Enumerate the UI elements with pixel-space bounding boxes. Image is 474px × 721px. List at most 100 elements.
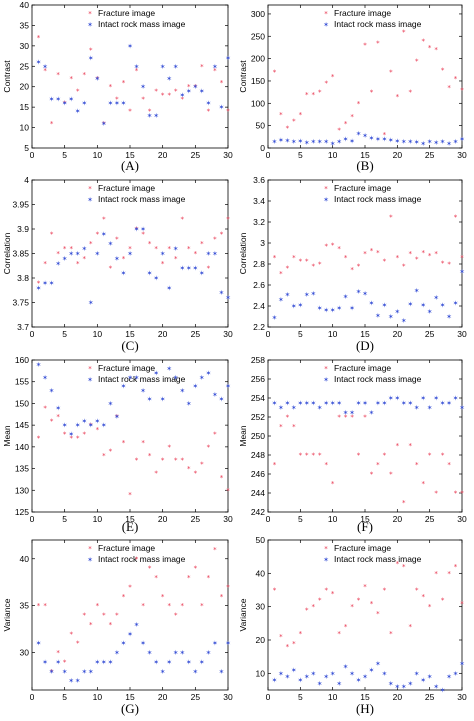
fracture-point: * bbox=[43, 67, 47, 75]
intact-point: ✶ bbox=[453, 395, 459, 403]
y-tick-label: 40 bbox=[20, 0, 30, 10]
intact-point: ✶ bbox=[55, 260, 61, 268]
panel-caption: (G) bbox=[121, 701, 139, 716]
fracture-point: * bbox=[402, 563, 406, 571]
fracture-point: * bbox=[96, 75, 100, 83]
fracture-point: * bbox=[350, 414, 354, 422]
legend-label: Intact rock mass image bbox=[334, 19, 422, 29]
intact-point: ✶ bbox=[375, 312, 381, 320]
fracture-point: * bbox=[135, 555, 139, 563]
fracture-point: * bbox=[370, 247, 374, 255]
intact-point: ✶ bbox=[134, 63, 140, 71]
fracture-point: * bbox=[83, 71, 87, 79]
intact-point: ✶ bbox=[88, 668, 94, 676]
fracture-point: * bbox=[286, 265, 290, 273]
intact-point: ✶ bbox=[55, 658, 61, 666]
fracture-point: * bbox=[83, 255, 87, 263]
fracture-point: * bbox=[50, 120, 54, 128]
fracture-point: * bbox=[69, 630, 73, 638]
y-tick-label: 3.8 bbox=[17, 273, 29, 283]
intact-point: ✶ bbox=[291, 667, 297, 675]
intact-point: ✶ bbox=[407, 680, 413, 688]
fracture-point: * bbox=[376, 461, 380, 469]
intact-point: ✶ bbox=[336, 399, 342, 407]
intact-point: ✶ bbox=[440, 301, 446, 309]
intact-point: ✶ bbox=[147, 396, 153, 404]
fracture-point: * bbox=[128, 491, 132, 499]
intact-point: ✶ bbox=[114, 100, 120, 108]
x-tick-label: 30 bbox=[457, 692, 467, 702]
intact-point: ✶ bbox=[330, 670, 336, 678]
intact-point: ✶ bbox=[427, 404, 433, 412]
fracture-point: * bbox=[312, 603, 316, 611]
fracture-point: * bbox=[187, 574, 191, 582]
fracture-point: * bbox=[96, 230, 100, 238]
fracture-point: * bbox=[161, 260, 165, 268]
intact-point: ✶ bbox=[160, 250, 166, 258]
fracture-point: * bbox=[69, 245, 73, 253]
intact-point: ✶ bbox=[75, 250, 81, 258]
fracture-point: * bbox=[50, 230, 54, 238]
x-tick-label: 25 bbox=[425, 329, 435, 339]
fracture-point: * bbox=[161, 456, 165, 464]
fracture-point: * bbox=[415, 57, 419, 65]
x-tick-label: 10 bbox=[328, 692, 338, 702]
panel-caption: (A) bbox=[121, 158, 139, 173]
intact-point: ✶ bbox=[42, 279, 48, 287]
x-tick-label: 20 bbox=[158, 514, 168, 524]
intact-point: ✶ bbox=[272, 138, 278, 146]
fracture-point: * bbox=[324, 461, 328, 469]
legend-label: Intact rock mass image bbox=[98, 554, 186, 564]
fracture-point: * bbox=[363, 414, 367, 422]
x-tick-label: 25 bbox=[425, 514, 435, 524]
y-axis-label: Correlation bbox=[2, 232, 12, 274]
plot-frame bbox=[267, 179, 463, 328]
fracture-point: * bbox=[447, 84, 451, 92]
fracture-point: * bbox=[122, 439, 126, 447]
fracture-point: * bbox=[135, 226, 139, 234]
x-tick-label: 15 bbox=[360, 329, 370, 339]
fracture-point: * bbox=[83, 612, 87, 620]
intact-point: ✶ bbox=[323, 307, 329, 315]
fracture-point: * bbox=[141, 230, 145, 238]
fracture-point: * bbox=[389, 630, 393, 638]
fracture-point: * bbox=[109, 83, 113, 91]
fracture-point: * bbox=[331, 242, 335, 250]
y-axis-label: Correlation bbox=[238, 232, 248, 274]
fracture-point: * bbox=[428, 452, 432, 460]
intact-point: ✶ bbox=[297, 301, 303, 309]
fracture-point: * bbox=[226, 108, 230, 116]
y-tick-label: 2.6 bbox=[253, 280, 265, 290]
intact-point: ✶ bbox=[101, 422, 107, 430]
intact-point: ✶ bbox=[219, 668, 225, 676]
fracture-point: * bbox=[135, 67, 139, 75]
intact-point: ✶ bbox=[310, 399, 316, 407]
intact-point: ✶ bbox=[62, 255, 68, 263]
y-tick-label: 248 bbox=[251, 450, 265, 460]
y-tick-label: 3.2 bbox=[253, 217, 265, 227]
fracture-point: * bbox=[279, 633, 283, 641]
intact-point: ✶ bbox=[140, 226, 146, 234]
fracture-point: * bbox=[135, 456, 139, 464]
intact-point: ✶ bbox=[446, 399, 452, 407]
fracture-point: * bbox=[194, 250, 198, 258]
intact-point: ✶ bbox=[317, 680, 323, 688]
x-tick-label: 15 bbox=[360, 150, 370, 160]
intact-point: ✶ bbox=[291, 404, 297, 412]
fracture-point: * bbox=[213, 67, 217, 75]
y-tick-label: 252 bbox=[251, 412, 265, 422]
intact-point: ✶ bbox=[381, 670, 387, 678]
legend-marker: * bbox=[88, 185, 92, 193]
fracture-point: * bbox=[415, 255, 419, 263]
intact-point: ✶ bbox=[420, 301, 426, 309]
intact-point: ✶ bbox=[420, 677, 426, 685]
fracture-point: * bbox=[409, 89, 413, 97]
fracture-point: * bbox=[167, 443, 171, 451]
intact-point: ✶ bbox=[356, 130, 362, 138]
fracture-point: * bbox=[56, 71, 60, 79]
x-tick-label: 0 bbox=[30, 329, 35, 339]
intact-point: ✶ bbox=[349, 137, 355, 145]
legend-marker: ✶ bbox=[323, 556, 329, 564]
intact-point: ✶ bbox=[173, 649, 179, 657]
x-tick-label: 0 bbox=[266, 329, 271, 339]
